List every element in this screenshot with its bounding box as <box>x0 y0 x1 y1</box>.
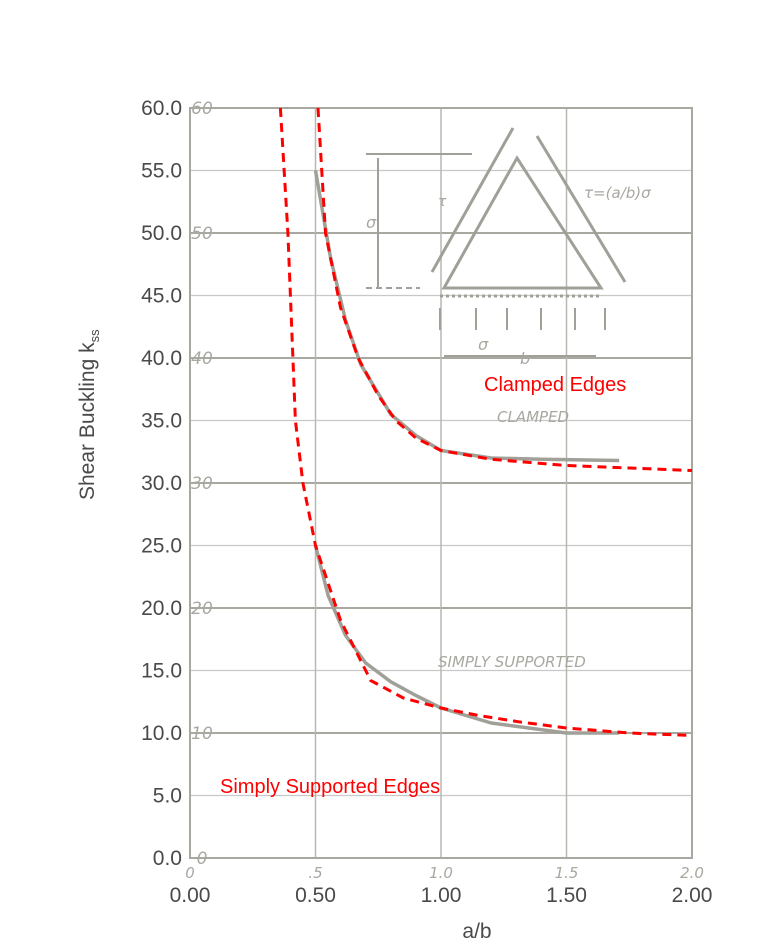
y-tick-label: 20.0 <box>141 597 182 620</box>
scan-y-label: 10 <box>191 724 213 744</box>
scan-label-sigma-bottom: σ <box>478 335 489 354</box>
y-tick-label: 50.0 <box>141 222 182 245</box>
scan-x-label: 0 <box>185 864 195 882</box>
scan-y-label: 0 <box>197 849 208 869</box>
scan-label-clamped: CLAMPED <box>497 408 569 426</box>
scan-x-label: 1.0 <box>429 864 453 882</box>
y-tick-label: 35.0 <box>141 410 182 433</box>
triangle-plate-diagram <box>366 127 627 357</box>
y-tick-label: 60.0 <box>141 97 182 120</box>
x-tick-label: 1.00 <box>421 884 462 907</box>
scan-y-label: 20 <box>191 599 213 619</box>
y-tick-label: 0.0 <box>153 847 182 870</box>
series-line-simply-supported-edges <box>278 107 693 737</box>
x-tick-label: 0.50 <box>295 884 336 907</box>
scan-y-label: 60 <box>191 99 213 119</box>
series-line-simply-supported <box>313 545 620 735</box>
scan-label-b: b <box>520 349 530 368</box>
grid <box>190 107 692 859</box>
scan-y-label: 50 <box>191 224 213 244</box>
scan-x-label: 2.0 <box>680 864 704 882</box>
scan-label-simply-supported: SIMPLY SUPPORTED <box>438 653 586 671</box>
x-tick-label: 2.00 <box>672 884 713 907</box>
scan-x-label: 1.5 <box>555 864 579 882</box>
scan-label-tau: τ <box>438 194 447 210</box>
scan-label-formula: τ=(a/b)σ <box>584 184 651 202</box>
scan-y-label: 40 <box>191 349 213 369</box>
annotation-simply-supported: Simply Supported Edges <box>220 776 440 798</box>
ylabel: Shear Buckling kss <box>76 329 102 500</box>
x-tick-label: 1.50 <box>546 884 587 907</box>
annotation-clamped: Clamped Edges <box>484 374 626 396</box>
y-tick-label: 40.0 <box>141 347 182 370</box>
scan-x-label: .5 <box>308 864 322 882</box>
y-tick-label: 55.0 <box>141 160 182 183</box>
plot-frame <box>189 107 693 859</box>
y-tick-label: 10.0 <box>141 722 182 745</box>
y-tick-labels: 0.0 5.0 10.0 15.0 20.0 25.0 30.0 35.0 40.0 45.0 50… <box>141 97 182 870</box>
y-tick-label: 25.0 <box>141 535 182 558</box>
scanned-labels: 0 10 20 30 40 50 60 0 .5 1.0 1.5 2.0 <box>185 99 704 882</box>
x-tick-label: 0.00 <box>170 884 211 907</box>
series-line-clamped-edges <box>316 107 693 472</box>
scan-label-sigma-left: σ <box>366 213 377 232</box>
y-tick-label: 30.0 <box>141 472 182 495</box>
series-lines <box>278 107 693 737</box>
series-line-clamped <box>313 170 620 463</box>
xlabel: a/b <box>462 920 491 943</box>
y-tick-label: 15.0 <box>141 660 182 683</box>
y-tick-label: 5.0 <box>153 785 182 808</box>
scan-y-label: 30 <box>191 474 213 494</box>
x-tick-labels: 0.00 0.50 1.00 1.50 2.00 <box>170 884 713 907</box>
y-tick-label: 45.0 <box>141 285 182 308</box>
